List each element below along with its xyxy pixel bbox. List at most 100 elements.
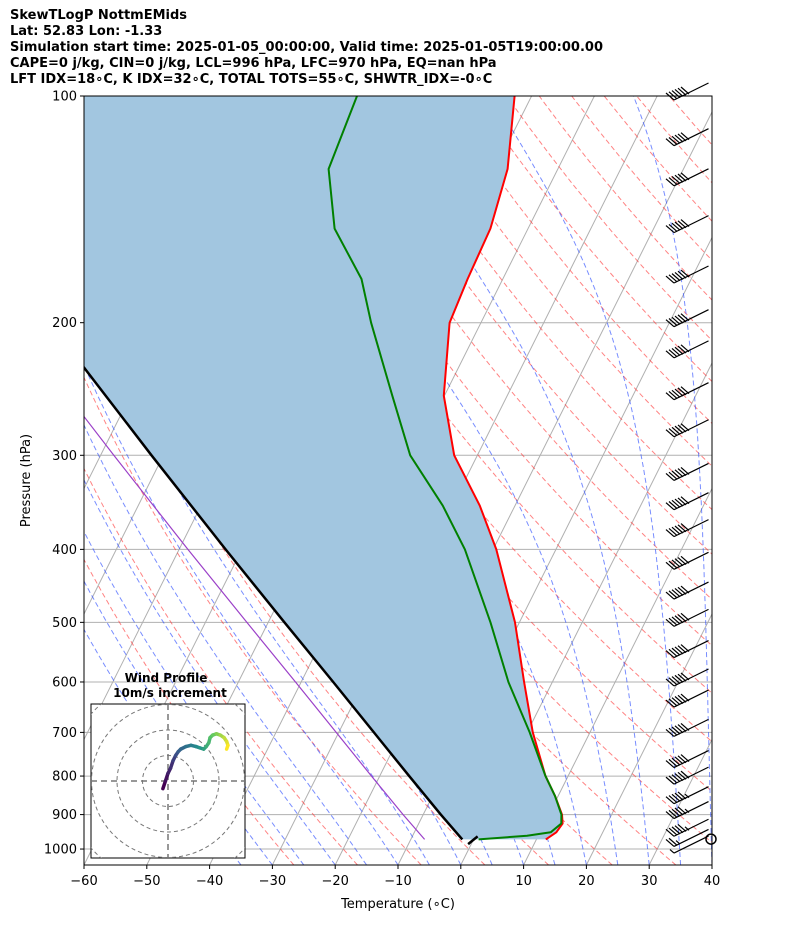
barb-feather [677, 173, 687, 182]
wind-barb [665, 786, 709, 805]
barb-feather [665, 776, 675, 785]
wind-barb [665, 82, 709, 101]
barb-feather [674, 792, 684, 801]
barb-feather [668, 527, 678, 536]
barb-feather [677, 806, 687, 815]
barb-feather [684, 826, 690, 831]
barb-feather [680, 132, 690, 141]
barb-feather [677, 345, 687, 354]
barb-feather [671, 470, 681, 479]
barb-feather [668, 91, 678, 100]
barb-feather [677, 87, 687, 96]
cape-line: CAPE=0 j/kg, CIN=0 j/kg, LCL=996 hPa, LF… [10, 56, 497, 71]
barb-feather [668, 391, 678, 399]
barb-feather [665, 502, 675, 511]
barb-feather [668, 349, 678, 358]
barb-feather [668, 223, 678, 232]
barb-feather [665, 319, 675, 328]
barb-feather [665, 699, 675, 708]
x-tick-label: −10 [384, 874, 411, 889]
dry-adiabat [636, 96, 712, 184]
barb-feather [680, 754, 690, 763]
x-tick-label: −60 [70, 874, 97, 889]
moist-adiabat [633, 96, 712, 865]
barb-staff [673, 835, 709, 854]
barb-feather [674, 525, 684, 534]
dry-adiabat [376, 96, 712, 511]
barb-feather [680, 585, 690, 594]
barb-feather [665, 618, 675, 627]
chart-title: SkewTLogP NottmEMids [10, 8, 188, 23]
barb-feather [665, 796, 675, 805]
isotherm [711, 863, 712, 865]
barb-feather [665, 828, 675, 837]
barb-feather [677, 468, 687, 477]
barb-feather [677, 614, 687, 623]
barb-feather [677, 424, 687, 433]
barb-feather [668, 617, 678, 626]
barb-feather [674, 588, 684, 596]
y-tick-label: 800 [52, 770, 77, 785]
x-tick-label: 30 [641, 874, 658, 889]
barb-feather [674, 498, 684, 507]
barb-feather [674, 271, 684, 280]
barb-feather [674, 825, 684, 834]
wind-barb [665, 818, 709, 837]
barb-feather [680, 644, 690, 652]
barb-feather [684, 793, 690, 799]
barb-feather [680, 86, 690, 95]
barb-feather [668, 727, 678, 736]
wind-barb [665, 551, 709, 570]
barb-feather [668, 137, 678, 145]
barb-feather [677, 694, 687, 703]
hodograph-subtitle: 10m/s increment [113, 686, 227, 700]
y-tick-label: 700 [52, 726, 77, 741]
barb-feather [668, 471, 678, 480]
barb-feather [665, 472, 675, 481]
barb-feather [674, 469, 684, 478]
barb-feather [671, 774, 681, 783]
barb-feather [668, 837, 678, 846]
y-tick-label: 300 [52, 449, 77, 464]
wind-barb [665, 215, 709, 234]
barb-feather [674, 221, 684, 230]
barb-feather [671, 499, 681, 508]
barb-feather [665, 591, 675, 600]
barb-feather [665, 275, 675, 284]
barb-feather [677, 524, 687, 533]
barb-feather [674, 807, 684, 816]
barb-feather [665, 225, 675, 234]
barb-feather [680, 386, 690, 395]
wind-barb [665, 581, 709, 600]
barb-feather [677, 270, 687, 279]
wind-barb [665, 265, 709, 284]
wind-barb [665, 168, 709, 187]
dry-adiabat [343, 96, 712, 555]
x-tick-label: 0 [457, 874, 465, 889]
barb-feather [677, 314, 687, 323]
barb-feather [671, 697, 681, 706]
dewpoint-line [327, 96, 563, 841]
barb-feather [668, 560, 678, 569]
barb-feather [671, 676, 681, 685]
location-line: Lat: 52.83 Lon: -1.33 [10, 24, 163, 39]
barb-feather [665, 429, 675, 438]
barb-feather [677, 133, 687, 142]
wind-barb [665, 519, 709, 538]
barb-feather [680, 722, 690, 731]
barb-feather [668, 501, 678, 509]
barb-feather [680, 344, 690, 353]
y-tick-label: 900 [52, 808, 77, 823]
barb-feather [665, 728, 675, 737]
isotherm [585, 612, 712, 865]
dry-adiabat [84, 376, 422, 865]
y-tick-label: 200 [52, 316, 77, 331]
wind-barb [665, 828, 709, 847]
isotherm [648, 738, 712, 865]
series-layer [84, 96, 564, 846]
barb-feather [665, 529, 675, 538]
barb-feather [665, 838, 675, 847]
barb-feather [671, 826, 681, 835]
wind-barb [665, 309, 709, 328]
barb-feather [677, 497, 687, 506]
